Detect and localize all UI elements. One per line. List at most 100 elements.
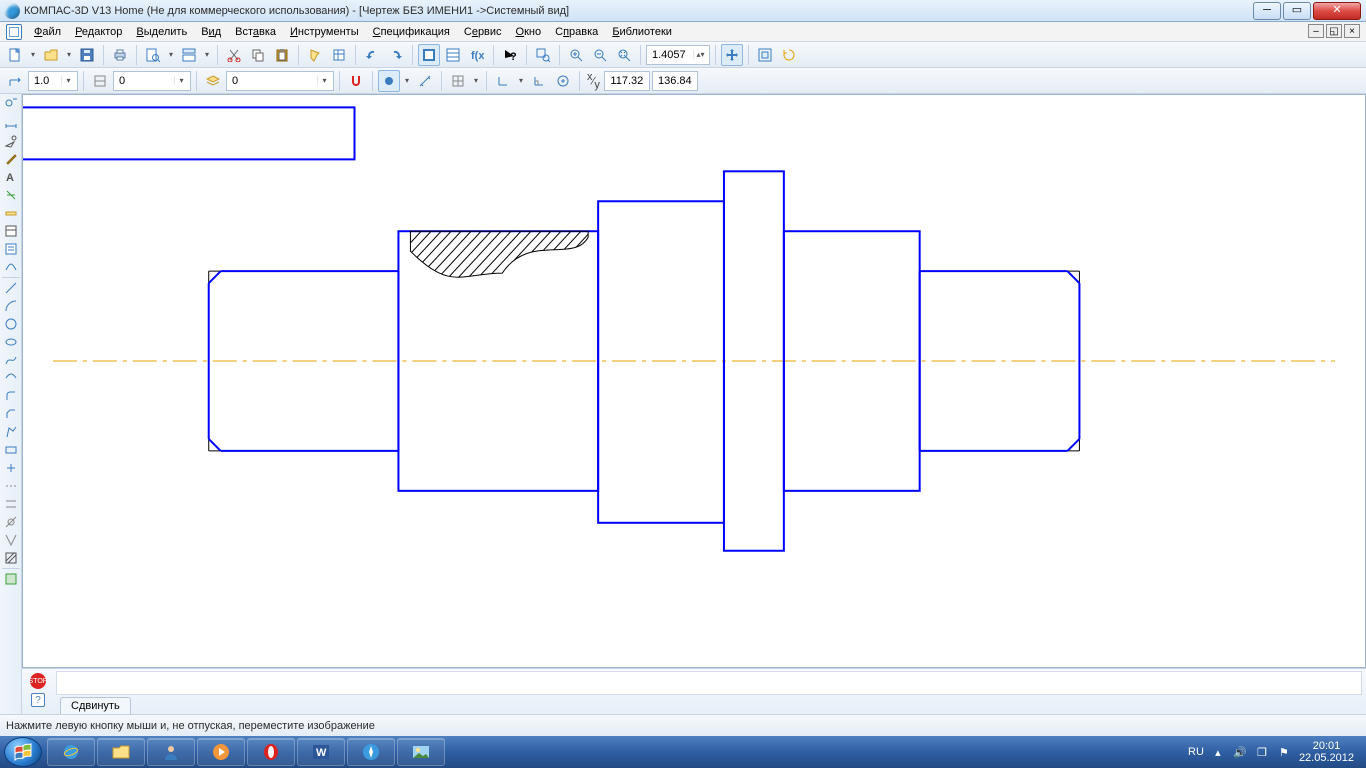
tool-line[interactable] (1, 279, 21, 296)
window-maximize-button[interactable]: ▭ (1283, 2, 1311, 20)
mdi-restore-button[interactable]: ◱ (1326, 24, 1342, 38)
tool-dims[interactable] (1, 114, 21, 131)
start-button[interactable] (4, 737, 42, 767)
tool-chamfer[interactable] (1, 405, 21, 422)
step-combo[interactable]: 1.0▾ (28, 71, 78, 91)
tool-geometry[interactable] (1, 132, 21, 149)
menu-edit[interactable]: Редактор (69, 24, 128, 40)
tool-tables[interactable] (1, 222, 21, 239)
mdi-close-button[interactable]: × (1344, 24, 1360, 38)
view-combo[interactable]: 0▾ (113, 71, 191, 91)
mdi-doc-icon[interactable] (6, 24, 22, 40)
tool-fillet[interactable] (1, 387, 21, 404)
panel-help-icon[interactable]: ? (31, 693, 45, 707)
variables-button[interactable] (442, 44, 464, 66)
manager-button[interactable] (418, 44, 440, 66)
snap-near-button[interactable] (378, 70, 400, 92)
save-button[interactable] (76, 44, 98, 66)
tool-extra-3[interactable] (1, 513, 21, 530)
task-user[interactable] (147, 738, 195, 766)
preview-button[interactable] (142, 44, 164, 66)
properties-dropdown[interactable]: ▾ (202, 44, 212, 66)
layer-combo[interactable]: 0▾ (226, 71, 334, 91)
views-states-button[interactable] (89, 70, 111, 92)
redraw-button[interactable] (778, 44, 800, 66)
zoom-in-button[interactable] (565, 44, 587, 66)
tray-up-icon[interactable]: ▴ (1211, 745, 1225, 759)
drawing-canvas[interactable] (22, 94, 1366, 668)
task-ie[interactable] (47, 738, 95, 766)
menu-service[interactable]: Сервис (458, 24, 508, 40)
open-button[interactable] (40, 44, 62, 66)
tray-lang[interactable]: RU (1189, 745, 1203, 759)
print-button[interactable] (109, 44, 131, 66)
tool-circle[interactable] (1, 315, 21, 332)
menu-spec[interactable]: Спецификация (367, 24, 456, 40)
tool-extra-1[interactable] (1, 477, 21, 494)
zoom-combo-stepper[interactable]: ▴▾ (693, 50, 707, 59)
round-button[interactable] (552, 70, 574, 92)
menu-tools[interactable]: Инструменты (284, 24, 365, 40)
tool-extra-4[interactable] (1, 531, 21, 548)
properties-icon[interactable] (178, 44, 200, 66)
stop-icon[interactable]: STOP (30, 673, 46, 689)
tray-volume-icon[interactable]: 🔊 (1233, 745, 1247, 759)
pan-button[interactable] (721, 44, 743, 66)
tray-clock[interactable]: 20:01 22.05.2012 (1299, 740, 1354, 764)
tool-select[interactable] (1, 96, 21, 113)
menu-help[interactable]: Справка (549, 24, 604, 40)
tool-annotations[interactable]: A (1, 168, 21, 185)
paste-button[interactable] (271, 44, 293, 66)
layer-states-button[interactable] (202, 70, 224, 92)
task-kompas[interactable] (347, 738, 395, 766)
ortho-button[interactable] (528, 70, 550, 92)
tool-extra-2[interactable] (1, 495, 21, 512)
undo-button[interactable] (361, 44, 383, 66)
menu-libs[interactable]: Библиотеки (606, 24, 678, 40)
tool-hatch[interactable] (1, 549, 21, 566)
props-button[interactable] (328, 44, 350, 66)
tray-action-icon[interactable]: ⚑ (1277, 745, 1291, 759)
new-dropdown[interactable]: ▾ (28, 44, 38, 66)
task-word[interactable]: W (297, 738, 345, 766)
fx-button[interactable]: f(x) (466, 44, 488, 66)
task-explorer[interactable] (97, 738, 145, 766)
tool-rect[interactable] (1, 441, 21, 458)
tool-spline[interactable] (1, 351, 21, 368)
open-dropdown[interactable]: ▾ (64, 44, 74, 66)
step-icon[interactable] (4, 70, 26, 92)
tool-edit[interactable] (1, 150, 21, 167)
tool-measure[interactable] (1, 204, 21, 221)
preview-dropdown[interactable]: ▾ (166, 44, 176, 66)
menu-file[interactable]: Файл (28, 24, 67, 40)
menu-select[interactable]: Выделить (130, 24, 193, 40)
window-minimize-button[interactable]: ─ (1253, 2, 1281, 20)
tray-network-icon[interactable]: ❐ (1255, 745, 1269, 759)
new-button[interactable] (4, 44, 26, 66)
copy-button[interactable] (247, 44, 269, 66)
task-pictures[interactable] (397, 738, 445, 766)
tool-spec[interactable] (1, 240, 21, 257)
redo-button[interactable] (385, 44, 407, 66)
zoom-combo[interactable]: 1.4057 ▴▾ (646, 45, 710, 65)
menu-view[interactable]: Вид (195, 24, 227, 40)
zoom-dyn-button[interactable] (613, 44, 635, 66)
tool-misc-a[interactable] (1, 258, 21, 275)
grid-dropdown[interactable]: ▾ (471, 70, 481, 92)
grid-button[interactable] (447, 70, 469, 92)
local-cs-button[interactable] (492, 70, 514, 92)
dim-link-button[interactable] (414, 70, 436, 92)
zoom-fit-button[interactable] (754, 44, 776, 66)
zoom-window-button[interactable] (532, 44, 554, 66)
cut-button[interactable] (223, 44, 245, 66)
menu-insert[interactable]: Вставка (229, 24, 282, 40)
tool-point[interactable] (1, 459, 21, 476)
tool-ellipse[interactable] (1, 333, 21, 350)
menu-window[interactable]: Окно (510, 24, 548, 40)
property-tab-move[interactable]: Сдвинуть (60, 697, 131, 714)
tool-poly[interactable] (1, 423, 21, 440)
tool-spline2[interactable] (1, 369, 21, 386)
tool-constraints[interactable] (1, 186, 21, 203)
zoom-out-button[interactable] (589, 44, 611, 66)
whatsthis-button[interactable]: ? (499, 44, 521, 66)
